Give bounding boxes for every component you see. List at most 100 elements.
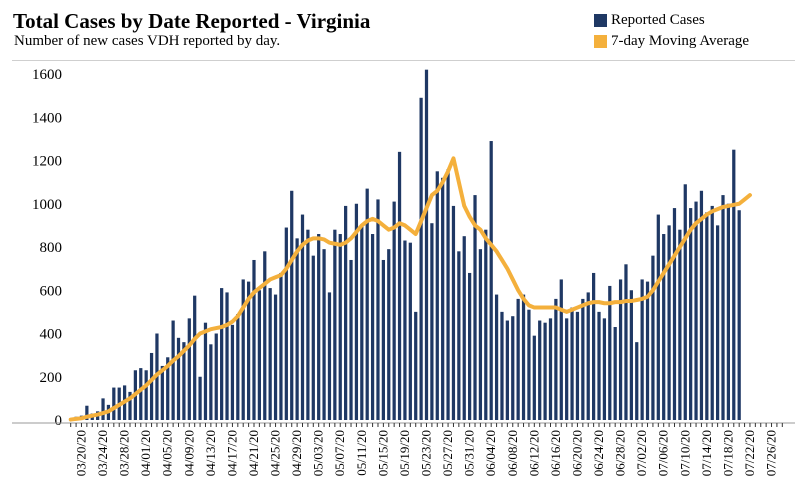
line-7-day-moving-average[interactable]	[68, 156, 752, 422]
bar-reported-cases[interactable]	[478, 249, 483, 420]
bar-reported-cases[interactable]	[295, 238, 299, 420]
bar-reported-cases[interactable]	[721, 195, 725, 420]
bar-reported-cases[interactable]	[220, 288, 224, 420]
bar-reported-cases[interactable]	[592, 272, 596, 420]
bar-reported-cases[interactable]	[462, 236, 466, 420]
bar-reported-cases[interactable]	[144, 370, 148, 420]
bar-reported-cases[interactable]	[209, 344, 213, 420]
bar-reported-cases[interactable]	[645, 281, 650, 420]
bar-reported-cases[interactable]	[198, 376, 202, 420]
bar-reported-cases[interactable]	[203, 322, 208, 420]
bar-reported-cases[interactable]	[543, 322, 547, 420]
bar-reported-cases[interactable]	[333, 229, 337, 420]
bar-reported-cases[interactable]	[694, 201, 698, 420]
bar-reported-cases[interactable]	[678, 229, 682, 420]
bar-reported-cases[interactable]	[500, 311, 504, 420]
bar-reported-cases[interactable]	[241, 279, 245, 420]
bar-reported-cases[interactable]	[624, 264, 628, 420]
legend-item-moving-average[interactable]: 7-day Moving Average	[594, 33, 749, 50]
bar-reported-cases[interactable]	[408, 242, 412, 420]
bar-reported-cases[interactable]	[732, 149, 736, 420]
bar-reported-cases[interactable]	[354, 203, 359, 420]
bar-reported-cases[interactable]	[532, 335, 536, 420]
bar-reported-cases[interactable]	[300, 214, 305, 420]
bar-reported-cases[interactable]	[527, 309, 531, 420]
bar-reported-cases[interactable]	[705, 212, 709, 420]
bar-reported-cases[interactable]	[327, 292, 332, 420]
bar-reported-cases[interactable]	[629, 290, 633, 420]
bar-reported-cases[interactable]	[565, 318, 569, 420]
bar-reported-cases[interactable]	[419, 97, 423, 420]
legend-item-reported-cases[interactable]: Reported Cases	[594, 12, 705, 29]
bar-reported-cases[interactable]	[360, 225, 364, 420]
bar-reported-cases[interactable]	[166, 357, 170, 420]
bar-reported-cases[interactable]	[575, 311, 580, 420]
bar-reported-cases[interactable]	[403, 240, 407, 420]
bar-reported-cases[interactable]	[392, 201, 396, 420]
bar-reported-cases[interactable]	[246, 281, 251, 420]
bar-reported-cases[interactable]	[602, 318, 607, 420]
bar-reported-cases[interactable]	[176, 337, 181, 420]
bar-reported-cases[interactable]	[662, 234, 666, 420]
bar-reported-cases[interactable]	[397, 151, 402, 420]
bar-reported-cases[interactable]	[424, 69, 429, 421]
bar-reported-cases[interactable]	[257, 290, 261, 420]
bar-reported-cases[interactable]	[171, 320, 175, 420]
bar-reported-cases[interactable]	[284, 227, 288, 420]
bar-reported-cases[interactable]	[139, 368, 143, 420]
bar-reported-cases[interactable]	[473, 195, 477, 420]
bar-reported-cases[interactable]	[225, 292, 229, 420]
bar-reported-cases[interactable]	[656, 214, 660, 420]
bar-reported-cases[interactable]	[457, 251, 461, 420]
bar-reported-cases[interactable]	[484, 229, 488, 420]
bar-reported-cases[interactable]	[128, 391, 132, 420]
bar-reported-cases[interactable]	[451, 205, 456, 420]
bar-reported-cases[interactable]	[317, 234, 321, 420]
bar-reported-cases[interactable]	[494, 294, 499, 420]
bar-reported-cases[interactable]	[667, 225, 671, 420]
bar-reported-cases[interactable]	[683, 184, 687, 420]
bar-reported-cases[interactable]	[370, 234, 375, 420]
bar-reported-cases[interactable]	[521, 294, 526, 420]
bar-reported-cases[interactable]	[322, 249, 326, 420]
bar-reported-cases[interactable]	[710, 205, 714, 420]
bar-reported-cases[interactable]	[726, 203, 731, 420]
bar-reported-cases[interactable]	[160, 365, 164, 420]
bar-reported-cases[interactable]	[273, 294, 278, 420]
bar-reported-cases[interactable]	[85, 405, 89, 420]
bar-reported-cases[interactable]	[548, 318, 553, 420]
bar-reported-cases[interactable]	[613, 327, 617, 420]
bar-reported-cases[interactable]	[290, 190, 294, 420]
bar-reported-cases[interactable]	[387, 249, 391, 420]
bar-reported-cases[interactable]	[306, 229, 310, 420]
bar-reported-cases[interactable]	[344, 205, 348, 420]
bar-reported-cases[interactable]	[597, 311, 601, 420]
bar-reported-cases[interactable]	[570, 307, 574, 420]
bar-reported-cases[interactable]	[554, 298, 558, 420]
bar-reported-cases[interactable]	[435, 171, 439, 420]
bar-reported-cases[interactable]	[640, 279, 644, 420]
bar-reported-cases[interactable]	[252, 259, 256, 420]
bar-reported-cases[interactable]	[214, 333, 218, 421]
bar-reported-cases[interactable]	[338, 234, 342, 420]
bar-reported-cases[interactable]	[279, 272, 283, 420]
bar-reported-cases[interactable]	[101, 398, 105, 420]
bar-reported-cases[interactable]	[737, 210, 741, 420]
bar-reported-cases[interactable]	[112, 387, 116, 420]
bar-reported-cases[interactable]	[263, 251, 267, 420]
bar-reported-cases[interactable]	[349, 259, 353, 420]
bar-reported-cases[interactable]	[468, 272, 472, 420]
bar-reported-cases[interactable]	[236, 314, 240, 420]
bar-reported-cases[interactable]	[689, 208, 693, 420]
bar-reported-cases[interactable]	[446, 169, 450, 420]
bar-reported-cases[interactable]	[376, 199, 380, 420]
bar-reported-cases[interactable]	[618, 279, 623, 420]
bar-reported-cases[interactable]	[559, 279, 563, 420]
bar-reported-cases[interactable]	[699, 190, 704, 420]
bar-reported-cases[interactable]	[187, 318, 191, 420]
bar-reported-cases[interactable]	[230, 324, 235, 420]
bar-reported-cases[interactable]	[672, 208, 677, 420]
bar-reported-cases[interactable]	[182, 342, 186, 420]
bar-reported-cases[interactable]	[505, 320, 509, 420]
bar-reported-cases[interactable]	[651, 255, 655, 420]
